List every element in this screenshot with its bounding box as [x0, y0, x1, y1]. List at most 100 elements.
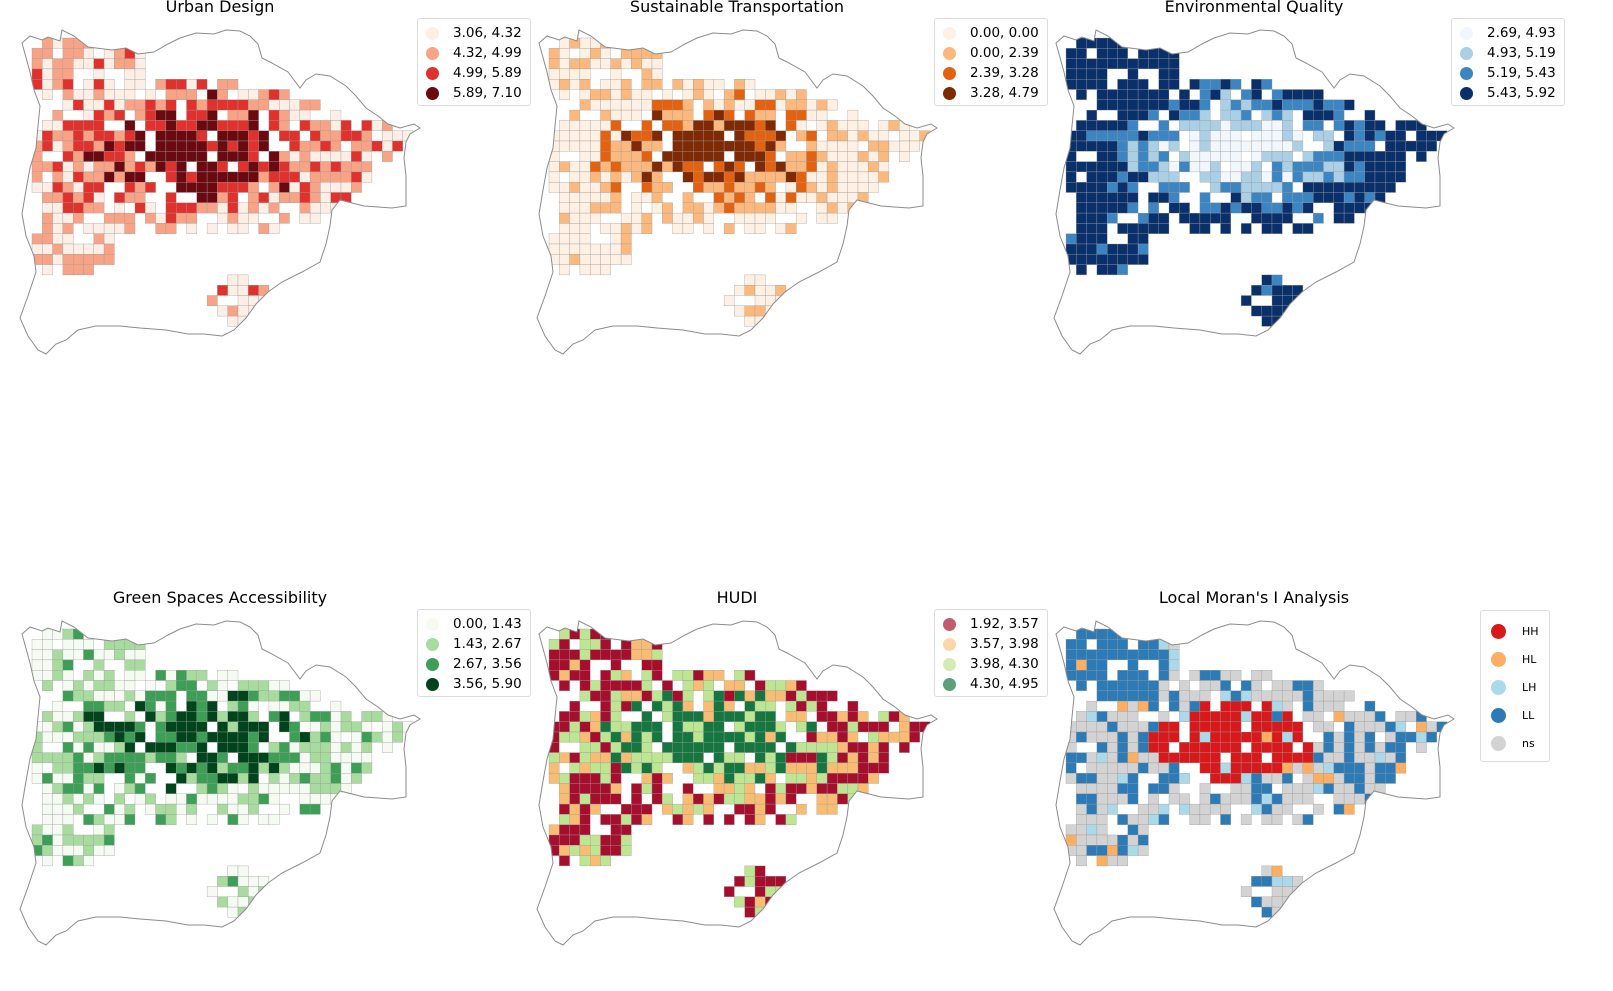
grid-cell	[1199, 680, 1211, 691]
grid-cell	[631, 700, 642, 712]
grid-cell	[1210, 89, 1221, 100]
grid-cell	[1240, 793, 1252, 805]
grid-cell	[258, 814, 270, 825]
grid-cell	[309, 130, 321, 142]
grid-cell	[52, 731, 64, 743]
grid-cell	[878, 731, 890, 743]
grid-cell	[1148, 649, 1159, 661]
grid-cell	[320, 182, 331, 193]
grid-cell	[672, 109, 684, 121]
grid-cell	[1127, 793, 1139, 805]
grid-cell	[600, 670, 611, 681]
grid-cell	[361, 151, 373, 162]
grid-cell	[1271, 803, 1283, 815]
grid-cell	[775, 223, 787, 234]
grid-cell	[713, 192, 725, 203]
grid-cell	[217, 79, 228, 90]
grid-cell	[662, 690, 673, 702]
grid-cell	[93, 721, 105, 733]
grid-cell	[631, 37, 642, 49]
grid-cell	[1220, 762, 1231, 774]
grid-cell	[237, 876, 249, 887]
grid-cell	[165, 89, 177, 100]
grid-cell	[682, 731, 694, 743]
grid-cell	[289, 721, 300, 733]
legend-swatch	[943, 66, 956, 80]
grid-cell	[155, 161, 167, 173]
grid-cell	[299, 140, 311, 152]
grid-cell	[682, 212, 694, 224]
grid-cell	[600, 254, 611, 265]
grid-cell	[1127, 845, 1139, 856]
grid-cell	[1189, 161, 1201, 173]
grid-cell	[186, 700, 197, 712]
grid-cell	[682, 670, 694, 681]
legend-swatch	[943, 617, 956, 631]
grid-cell	[847, 742, 859, 753]
grid-cell	[579, 783, 591, 794]
grid-cell	[134, 659, 146, 671]
grid-cell	[816, 151, 828, 162]
grid-cell	[1086, 161, 1098, 173]
grid-cell	[734, 192, 745, 203]
grid-cell	[559, 161, 570, 173]
grid-cell	[569, 773, 581, 784]
grid-cell	[1313, 803, 1324, 815]
grid-cell	[237, 151, 249, 162]
map-local-morans-i[interactable]	[1034, 591, 1474, 971]
grid-cell	[1086, 223, 1098, 234]
grid-cell	[837, 742, 848, 753]
grid-cell	[1261, 731, 1273, 743]
grid-cell	[1292, 896, 1304, 908]
grid-cell	[1395, 721, 1407, 733]
legend-item: 1.92, 3.57	[943, 614, 1039, 634]
map-green-spaces-accessibility[interactable]	[0, 591, 440, 971]
grid-cell	[248, 700, 259, 712]
map-urban-design[interactable]	[0, 0, 440, 380]
grid-cell	[826, 721, 838, 733]
grid-cell	[42, 243, 53, 255]
grid-cell	[1271, 182, 1283, 193]
grid-cell	[1313, 212, 1324, 224]
map-hudi[interactable]	[517, 591, 957, 971]
grid-cell	[279, 721, 290, 733]
grid-cell	[165, 99, 177, 111]
grid-cell	[600, 721, 611, 733]
grid-cell	[176, 731, 187, 743]
grid-cell	[1282, 212, 1293, 224]
grid-cell	[1282, 783, 1293, 794]
grid-cell	[1117, 109, 1128, 121]
grid-cell	[590, 773, 601, 784]
grid-cell	[248, 212, 259, 224]
grid-cell	[1240, 814, 1252, 825]
grid-cell	[693, 130, 704, 142]
map-environmental-quality[interactable]	[1034, 0, 1474, 380]
grid-cell	[1240, 99, 1252, 111]
grid-cell	[1179, 690, 1190, 702]
grid-cell	[651, 793, 663, 805]
grid-cell	[744, 99, 756, 111]
grid-cell	[42, 721, 53, 733]
grid-cell	[1127, 202, 1139, 214]
grid-cell	[1251, 711, 1262, 722]
grid-cell	[1127, 742, 1139, 753]
grid-cell	[1107, 793, 1118, 805]
grid-cell	[631, 793, 642, 805]
grid-cell	[1096, 130, 1108, 142]
grid-cell	[227, 212, 239, 224]
grid-cell	[114, 783, 125, 794]
grid-cell	[258, 223, 270, 234]
grid-cell	[1354, 762, 1365, 774]
grid-cell	[569, 120, 581, 131]
grid-cell	[1385, 182, 1396, 193]
grid-cell	[1137, 254, 1149, 265]
grid-cell	[590, 721, 601, 733]
grid-cell	[744, 274, 756, 286]
grid-cell	[83, 182, 94, 193]
grid-cell	[1333, 120, 1345, 131]
grid-cell	[217, 212, 228, 224]
grid-cell	[1117, 783, 1128, 794]
grid-cell	[351, 762, 362, 774]
grid-cell	[1076, 48, 1087, 59]
map-sustainable-transportation[interactable]	[517, 0, 957, 380]
